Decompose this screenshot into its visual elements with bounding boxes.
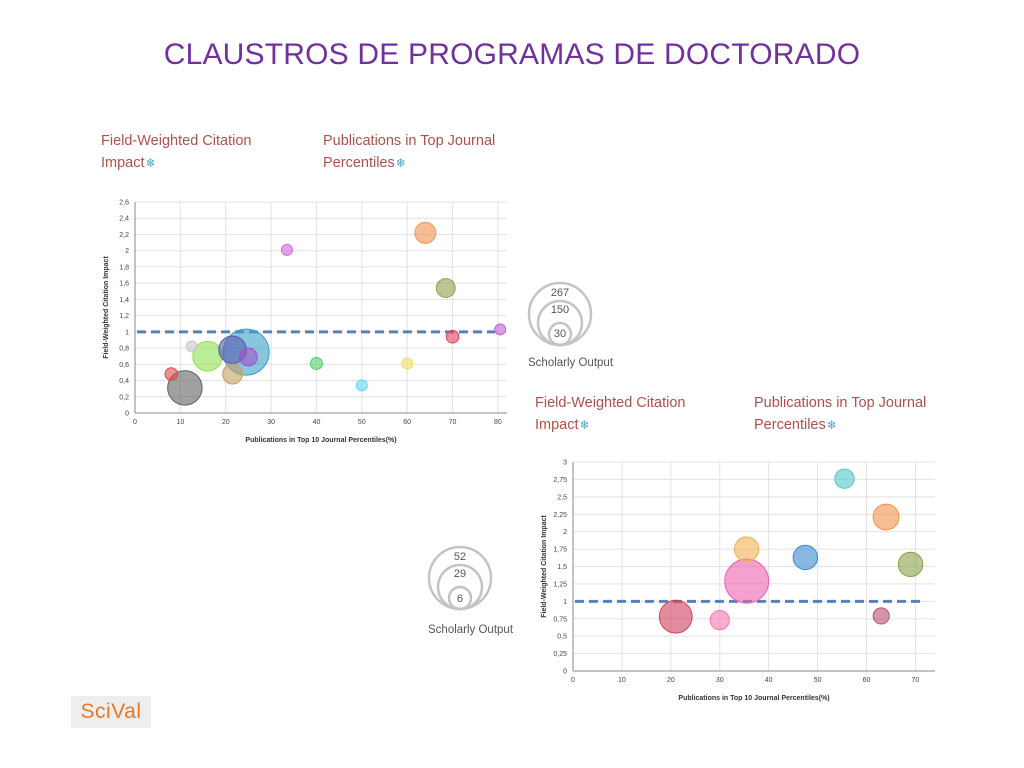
y-tick-label: 0,2 <box>119 394 129 401</box>
data-bubble <box>658 599 693 634</box>
x-tick-label: 60 <box>863 677 871 684</box>
data-bubble <box>897 551 924 578</box>
x-tick-label: 80 <box>494 419 502 426</box>
x-metric-selector[interactable]: Publications in Top Journal Percentiles❄ <box>323 130 508 174</box>
x-tick-label: 70 <box>449 419 457 426</box>
y-tick-label: 1 <box>563 599 567 606</box>
y-tick-label: 2,6 <box>119 200 129 207</box>
y-tick-label: 0,75 <box>553 616 567 623</box>
x-tick-label: 50 <box>358 419 366 426</box>
data-bubble <box>239 347 258 367</box>
size-legend-circle <box>447 585 473 611</box>
data-bubble <box>222 363 243 385</box>
size-legend-2: 52 29 6 <box>425 545 495 611</box>
size-legend-1: 267 150 30 <box>525 281 595 347</box>
x-metric-selector[interactable]: Publications in Top Journal Percentiles❄ <box>754 392 939 436</box>
y-metric-label: Field-Weighted Citation Impact <box>535 395 686 433</box>
data-bubble <box>401 357 414 370</box>
x-tick-label: 30 <box>267 419 275 426</box>
y-tick-label: 1,4 <box>119 297 129 304</box>
scival-logo: SciVal <box>71 696 151 728</box>
size-legend-value: 52 <box>454 551 466 563</box>
data-bubble <box>872 503 900 531</box>
y-tick-label: 1,75 <box>553 547 567 554</box>
data-bubble <box>834 468 855 489</box>
x-tick-label: 70 <box>912 677 920 684</box>
y-tick-label: 0,25 <box>553 651 567 658</box>
size-legend-value: 6 <box>457 593 463 605</box>
y-tick-label: 0 <box>563 669 567 676</box>
size-legend-caption: Scholarly Output <box>528 357 614 369</box>
x-metric-label: Publications in Top Journal Percentiles <box>754 395 927 433</box>
x-tick-label: 0 <box>571 677 575 684</box>
size-legend-value: 29 <box>454 568 466 580</box>
x-axis-title: Publications in Top 10 Journal Percentil… <box>245 437 396 444</box>
y-tick-label: 1 <box>125 329 129 336</box>
snowflake-icon: ❄ <box>145 156 156 170</box>
page-title: CLAUSTROS DE PROGRAMAS DE DOCTORADO <box>163 38 861 71</box>
y-tick-label: 2,4 <box>119 216 129 223</box>
data-bubble <box>435 278 456 298</box>
data-bubble <box>494 323 507 336</box>
y-tick-label: 2 <box>563 529 567 536</box>
x-tick-label: 40 <box>313 419 321 426</box>
x-tick-label: 30 <box>716 677 724 684</box>
x-tick-label: 10 <box>618 677 626 684</box>
y-tick-label: 1,8 <box>119 264 129 271</box>
x-tick-label: 20 <box>667 677 675 684</box>
y-tick-label: 1,25 <box>553 581 567 588</box>
data-bubble <box>309 357 323 370</box>
data-bubble <box>167 370 203 406</box>
y-tick-label: 2,75 <box>553 477 567 484</box>
x-tick-label: 10 <box>176 419 184 426</box>
x-tick-label: 0 <box>133 419 137 426</box>
y-tick-label: 2,25 <box>553 512 567 519</box>
y-tick-label: 0,5 <box>557 634 567 641</box>
size-legend-caption: Scholarly Output <box>428 624 514 636</box>
y-tick-label: 2,2 <box>119 232 129 239</box>
data-bubble <box>445 329 460 344</box>
size-legend-value: 30 <box>554 328 566 340</box>
data-bubble <box>872 607 890 625</box>
data-bubble <box>355 379 368 392</box>
y-tick-label: 1,5 <box>557 564 567 571</box>
snowflake-icon: ❄ <box>579 418 590 432</box>
y-tick-label: 3 <box>563 460 567 467</box>
y-tick-label: 0 <box>125 411 129 418</box>
bubble-chart-1: 0 10 20 30 40 50 60 70 80 0 0,2 0,4 0,6 0,8 1 1,2 1,4 1,6… <box>103 200 507 444</box>
y-tick-label: 0,8 <box>119 346 129 353</box>
x-metric-label: Publications in Top Journal Percentiles <box>323 133 496 171</box>
data-bubble <box>709 609 730 631</box>
y-axis-title: Field-Weighted Citation Impact <box>103 256 110 359</box>
snowflake-icon: ❄ <box>395 156 406 170</box>
y-tick-label: 2 <box>125 248 129 255</box>
y-tick-label: 1,6 <box>119 281 129 288</box>
y-tick-label: 1,2 <box>119 313 129 320</box>
y-metric-selector[interactable]: Field-Weighted Citation Impact❄ <box>101 130 286 174</box>
y-tick-label: 0,4 <box>119 378 129 385</box>
x-tick-label: 20 <box>222 419 230 426</box>
size-legend-value: 150 <box>551 304 569 316</box>
size-legend-circle <box>547 321 573 347</box>
data-bubble <box>281 243 293 256</box>
bubble-chart-2: 0 10 20 30 40 50 60 70 0 0,25 0,5 0,75 1 1,25 1,5 1,75 2… <box>541 460 935 702</box>
data-bubble <box>164 367 179 381</box>
data-bubble <box>414 221 437 244</box>
y-tick-label: 0,6 <box>119 362 129 369</box>
data-bubble <box>792 544 819 571</box>
snowflake-icon: ❄ <box>826 418 837 432</box>
x-axis-title: Publications in Top 10 Journal Percentil… <box>678 695 829 702</box>
y-tick-label: 2,5 <box>557 494 567 501</box>
y-axis-title: Field-Weighted Citation Impact <box>541 515 548 618</box>
x-tick-label: 60 <box>403 419 411 426</box>
x-tick-label: 40 <box>765 677 773 684</box>
y-metric-label: Field-Weighted Citation Impact <box>101 133 252 171</box>
y-metric-selector[interactable]: Field-Weighted Citation Impact❄ <box>535 392 720 436</box>
size-legend-value: 267 <box>551 287 569 299</box>
data-bubble <box>724 558 770 604</box>
x-tick-label: 50 <box>814 677 822 684</box>
data-bubble <box>185 340 198 353</box>
data-bubble <box>733 536 760 562</box>
